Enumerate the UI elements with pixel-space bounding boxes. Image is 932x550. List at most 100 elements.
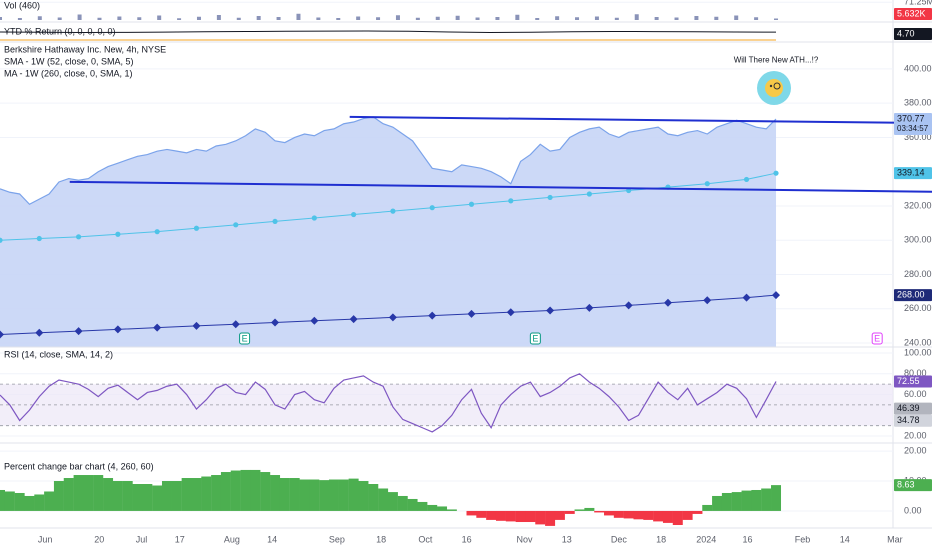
volume-bar [694, 16, 699, 20]
pct-bar [378, 488, 389, 511]
x-tick-label: Oct [418, 534, 433, 544]
volume-bar [515, 14, 520, 20]
pct-bar [495, 510, 506, 521]
pane-title: Vol (460) [4, 0, 40, 10]
last-price: 370.77 [897, 113, 925, 123]
pct-bar [554, 510, 565, 520]
pct-bar [564, 510, 575, 514]
y-tick-label: 260.00 [904, 303, 932, 313]
ma-diamond [703, 296, 712, 305]
volume-bar [57, 17, 62, 20]
rsi-marker-box [894, 414, 932, 427]
ma-diamond [624, 301, 633, 310]
trend-line [349, 115, 932, 125]
pane-title: Percent change bar chart (4, 260, 60) [4, 461, 154, 471]
legend-entry: SMA - 1W (52, close, 0, SMA, 5) [4, 56, 134, 66]
pct-bar [220, 472, 231, 511]
pct-bar [122, 481, 133, 511]
sma-dot [272, 218, 278, 225]
ma-diamond [192, 321, 201, 330]
pct-bar [338, 479, 349, 511]
volume-bar [17, 18, 22, 20]
x-tick-label: 20 [94, 534, 104, 544]
pct-bar [73, 475, 84, 511]
pct-bar [771, 485, 782, 511]
pct-bar [289, 478, 300, 511]
pct-bar [152, 485, 163, 511]
pct-bar [397, 495, 408, 511]
earnings-marker [871, 332, 883, 345]
y-tick-label: 240.00 [904, 337, 932, 347]
pct-bar [653, 510, 664, 522]
pct-bar [161, 481, 172, 511]
sma-dot [193, 225, 200, 231]
sma-dot [773, 170, 779, 176]
pct-bar [93, 475, 104, 511]
pct-bar [387, 492, 398, 511]
pct-bar [328, 479, 339, 511]
rsi-last-box [894, 375, 932, 388]
x-tick-label: 14 [840, 534, 850, 544]
pct-bar [53, 481, 64, 511]
last-value: 5.632K [897, 8, 926, 18]
ma-diamond [546, 306, 555, 315]
emoji-face [765, 79, 784, 97]
pct-bar [191, 478, 202, 511]
pct-bar [309, 479, 320, 511]
pct-bar [446, 509, 457, 511]
volume-bar [336, 18, 341, 20]
sma-dot [0, 237, 3, 243]
ma-diamond [113, 325, 122, 334]
rsi-last: 72.55 [897, 376, 920, 386]
y-tick-label: 320.00 [904, 200, 932, 210]
y-tick-label: 20.00 [904, 445, 927, 455]
y-tick-label: 360.00 [904, 132, 932, 142]
pct-bar [270, 475, 281, 511]
volume-bar [356, 16, 361, 20]
earnings-label: E [532, 333, 538, 343]
volume-bar [535, 18, 540, 20]
earnings-label: E [242, 333, 248, 343]
x-tick-label: Jul [136, 534, 148, 544]
sma-dot [36, 235, 42, 242]
volume-bar [495, 17, 500, 20]
pct-bar [142, 484, 153, 511]
pct-bar [702, 504, 713, 511]
x-tick-label: 13 [562, 534, 572, 544]
earnings-marker [239, 332, 251, 345]
sma-dot [547, 194, 553, 201]
pct-bar [751, 489, 762, 511]
pct-bar [44, 491, 55, 511]
x-tick-label: Jun [38, 534, 53, 544]
pct-bar [574, 509, 585, 511]
volume-bar [614, 17, 619, 20]
x-tick-label: 14 [267, 534, 277, 544]
volume-bar [455, 15, 460, 20]
ma-diamond [742, 293, 751, 302]
rsi-marker: 34.78 [897, 415, 920, 425]
volume-bar [0, 17, 2, 20]
legend-entry: Berkshire Hathaway Inc. New, 4h, NYSE [4, 44, 166, 54]
volume-bar [37, 16, 42, 20]
pct-bar [672, 510, 683, 526]
pct-bar [486, 510, 497, 520]
ma-diamond [74, 327, 83, 336]
y-tick-label: 0.00 [904, 505, 922, 515]
ma-diamond [271, 318, 280, 327]
pct-bar [181, 478, 192, 511]
pane-title: YTD % Return (0, 0, 0, 0, 0) [4, 26, 116, 36]
pct-last-box [894, 479, 932, 492]
x-tick-label: Aug [224, 534, 240, 544]
volume-bar [435, 16, 440, 20]
sma-dot [233, 222, 239, 228]
x-tick-label: Sep [329, 534, 345, 544]
sma-dot [429, 205, 435, 211]
ma-last-box [894, 289, 932, 302]
pct-bar [623, 510, 634, 519]
volume-bar [256, 16, 261, 20]
y-tick-label: 60.00 [904, 389, 927, 399]
ma-last: 268.00 [897, 289, 925, 299]
y-tick-label: 20.00 [904, 430, 927, 440]
ytd-line [0, 30, 777, 34]
